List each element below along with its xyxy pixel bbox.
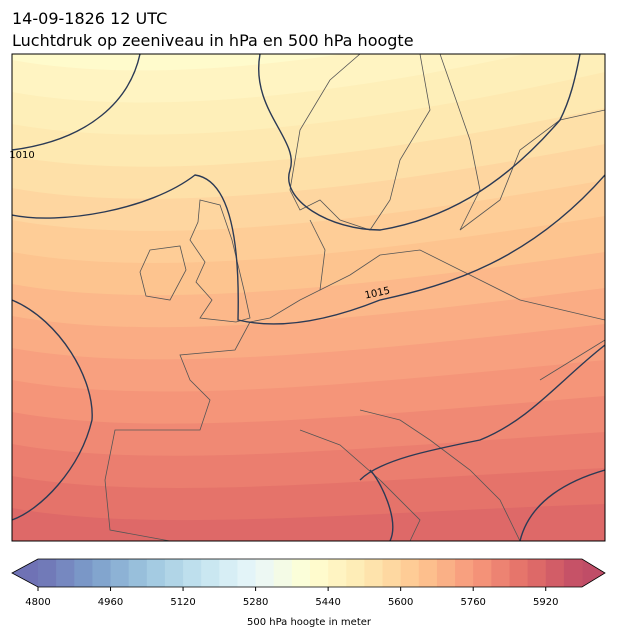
band — [12, 504, 605, 541]
height-bands — [12, 54, 605, 541]
colorbar-segment — [74, 559, 93, 587]
colorbar-tick-label: 5280 — [243, 597, 268, 608]
colorbar-segment — [455, 559, 474, 587]
colorbar-tick-label: 5760 — [460, 597, 485, 608]
title-line: Luchtdruk op zeeniveau in hPa en 500 hPa… — [12, 31, 414, 50]
colorbar-segment — [92, 559, 112, 587]
colorbar-segment — [436, 559, 456, 587]
colorbar-segment — [527, 559, 547, 587]
colorbar-segment — [310, 559, 329, 587]
colorbar-segment — [38, 559, 57, 587]
colorbar-segment — [382, 559, 402, 587]
colorbar-segment — [146, 559, 166, 587]
colorbar-segment — [563, 559, 583, 587]
colorbar-tick-label: 4960 — [98, 597, 123, 608]
colorbar-segment — [473, 559, 492, 587]
isobar-label: 1010 — [9, 150, 34, 161]
colorbar-segment — [128, 559, 148, 587]
colorbar-segment — [364, 559, 384, 587]
colorbar-segment — [164, 559, 184, 587]
title-line: 14-09-1826 12 UTC — [12, 9, 167, 28]
extend-high — [582, 559, 605, 587]
colorbar-tick-label: 5440 — [315, 597, 340, 608]
colorbar-tick-label: 5120 — [170, 597, 195, 608]
map-frame — [11, 53, 606, 542]
colorbar-segment — [328, 559, 347, 587]
colorbar-segment — [418, 559, 438, 587]
colorbar-segment — [509, 559, 529, 587]
colorbar: 4800 4960 5120 5280 5440 5600 5760 5920 — [11, 558, 606, 608]
colorbar-label: 500 hPa hoogte in meter — [247, 617, 372, 628]
colorbar-segment — [219, 559, 238, 587]
colorbar-segment — [255, 559, 275, 587]
colorbar-segment — [400, 559, 420, 587]
colorbar-segment — [56, 559, 75, 587]
colorbar-segment — [183, 559, 202, 587]
extend-low — [12, 559, 38, 587]
colorbar-outline — [11, 558, 606, 588]
colorbar-segment — [237, 559, 257, 587]
colorbar-tick-label: 4800 — [25, 597, 50, 608]
colorbar-segment — [545, 559, 565, 587]
band — [12, 540, 605, 541]
map — [12, 54, 605, 541]
isobar-label: 1015 — [364, 286, 391, 302]
coastlines — [104, 54, 605, 541]
colorbar-tick-label: 5600 — [388, 597, 413, 608]
colorbar-segment — [201, 559, 220, 587]
colorbar-segment — [273, 559, 293, 587]
isobars — [12, 54, 605, 541]
colorbar-tick-label: 5920 — [533, 597, 558, 608]
colorbar-segment — [491, 559, 510, 587]
colorbar-segment — [110, 559, 130, 587]
colorbar-segment — [346, 559, 365, 587]
colorbar-segment — [291, 559, 311, 587]
